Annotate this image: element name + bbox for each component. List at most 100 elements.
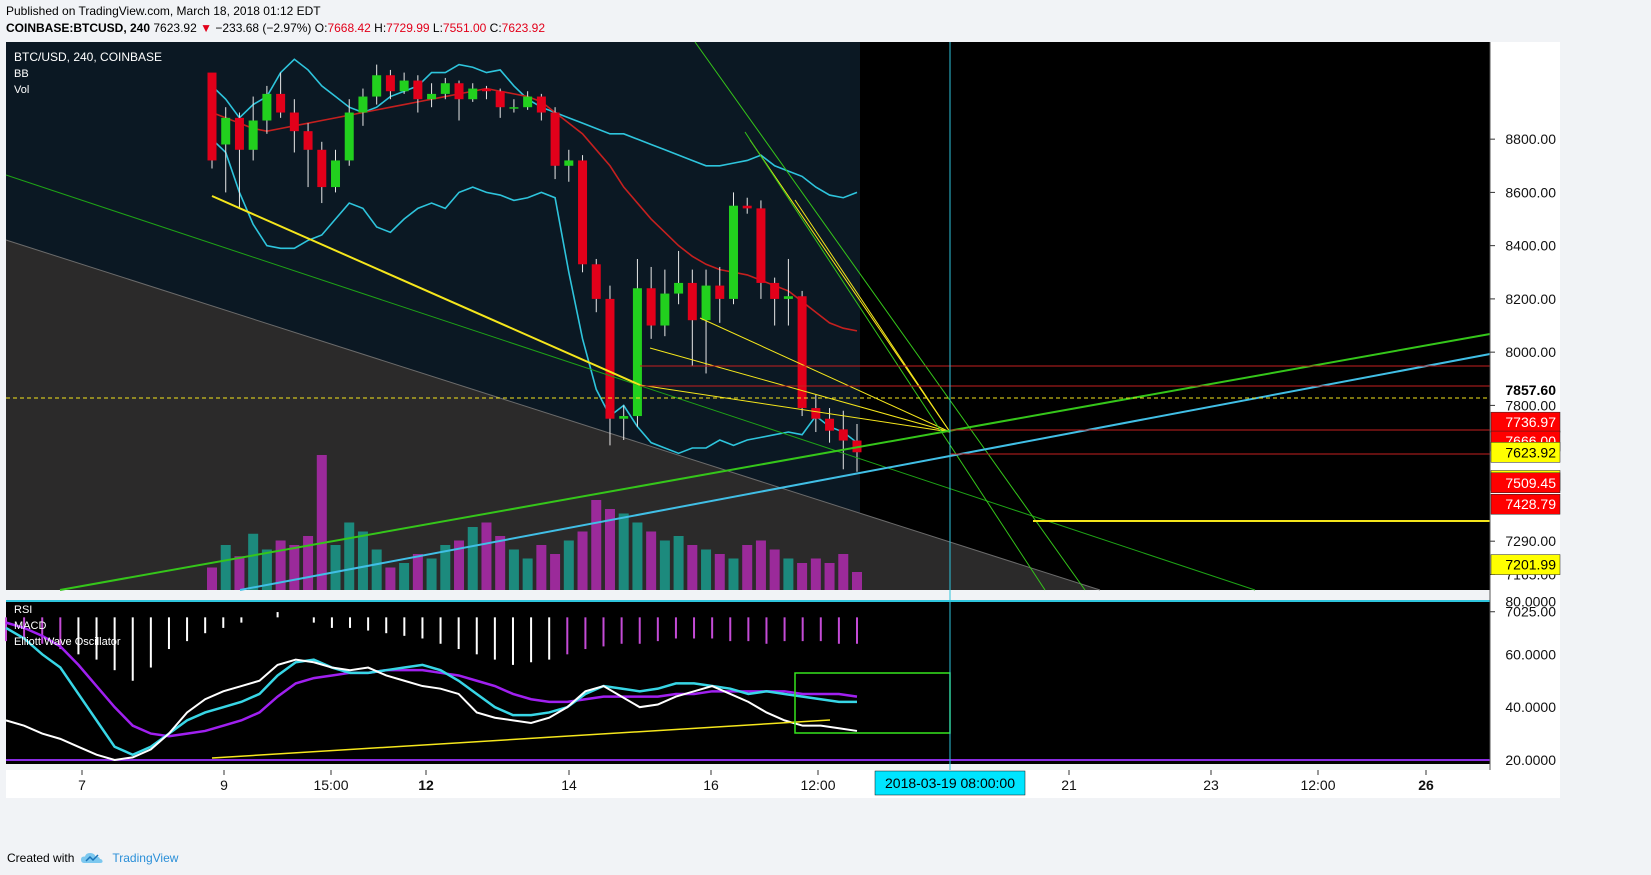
price-marker-box — [1490, 554, 1561, 575]
candle — [770, 277, 780, 326]
time-tick-label: 21 — [1061, 777, 1077, 793]
candle — [605, 285, 615, 446]
candle — [454, 80, 464, 121]
legend-main: BTC/USD, 240, COINBASE — [14, 50, 162, 64]
price-marker-box — [1491, 380, 1560, 401]
symbol-ohlc-line: COINBASE:BTCUSD, 240 7623.92 ▼ −233.68 (… — [6, 21, 545, 35]
price-marker: 7428.79 — [1490, 493, 1561, 515]
bb-upper-line — [211, 58, 858, 199]
bb-lower-line — [211, 138, 858, 455]
volume-bar — [591, 500, 602, 590]
volume-bar — [728, 558, 739, 590]
time-tick-label: 15:00 — [313, 777, 348, 793]
volume-bar — [673, 536, 684, 590]
candle — [358, 88, 368, 126]
oscillator-layer — [5, 612, 858, 762]
volume-bar — [632, 522, 643, 590]
volume-bar — [701, 549, 712, 590]
candle-body — [454, 83, 464, 100]
volume-bar — [550, 554, 561, 590]
time-tick-label: 12:00 — [800, 777, 835, 793]
price-marker-label: 7857.60 — [1505, 382, 1556, 398]
volume-bar — [371, 549, 382, 590]
crosshair-time-label: 2018-03-19 08:00:00 — [885, 775, 1015, 791]
yellow-trendline-long — [211, 195, 641, 386]
close-value: 7623.92 — [501, 21, 546, 35]
open-label: O: — [314, 21, 328, 35]
published-caption: Published on TradingView.com, March 18, … — [6, 4, 321, 18]
symbol-label: COINBASE:BTCUSD, 240 — [6, 21, 151, 35]
close-label: C: — [489, 21, 502, 35]
candle — [715, 266, 725, 323]
created-with-label: Created with — [7, 851, 75, 865]
volume-bar — [385, 567, 396, 590]
candle — [783, 258, 793, 326]
time-tick-label: 12 — [418, 777, 434, 793]
candle-body — [399, 80, 409, 92]
volume-bar — [303, 536, 314, 590]
candle-body — [742, 205, 752, 209]
tradingview-brand[interactable]: TradingView — [112, 851, 179, 865]
osc-tick-label: 60.0000 — [1505, 646, 1556, 662]
price-axis-ticks: 8800.00 8600.00 8400.00 8200.00 8000.00 7800.… — [1490, 131, 1556, 620]
candle-body — [632, 288, 642, 417]
candle — [331, 149, 341, 193]
volume-bar — [234, 556, 245, 590]
osc-legend-macd: MACD — [14, 620, 46, 632]
candle — [660, 269, 670, 337]
candle — [481, 85, 491, 100]
candle — [413, 75, 423, 113]
price-marker-label: 7509.45 — [1505, 475, 1556, 491]
candle — [495, 88, 505, 118]
osc-tick-label: 20.0000 — [1505, 752, 1556, 768]
osc-legend-rsi: RSI — [14, 604, 32, 616]
candle — [523, 91, 533, 110]
volume-bar — [755, 540, 766, 590]
volume-bar — [742, 545, 753, 590]
volume-bar — [577, 531, 588, 590]
footer-bar: Created with TradingView — [0, 839, 1651, 875]
candle-body — [728, 205, 738, 299]
volume-bar — [316, 455, 327, 590]
candle — [289, 99, 299, 153]
price-markers: 7857.607736.977666.007623.9202:47:207509… — [1490, 380, 1561, 575]
candle-body — [536, 96, 546, 113]
volume-bar — [618, 513, 629, 590]
volume-bar — [659, 540, 670, 590]
candle-body — [276, 93, 286, 113]
chart-svg[interactable]: BTC/USD, 240, COINBASE BB Vol RSI MACD E… — [0, 0, 1651, 839]
volume-bar — [783, 558, 794, 590]
candle-body — [385, 75, 395, 92]
volume-bar — [426, 558, 437, 590]
time-axis-ticks: 7 9 15:00 12 14 16 12:00 21 23 12:00 26 — [78, 770, 1434, 793]
candle — [207, 72, 217, 169]
candle-body — [605, 298, 615, 419]
price-tick-label: 8600.00 — [1505, 184, 1556, 200]
low-label: L: — [432, 21, 443, 35]
candle — [578, 155, 588, 273]
price-tick-label: 8400.00 — [1505, 238, 1556, 254]
candle-body — [358, 96, 368, 113]
legend-bb: BB — [14, 68, 29, 80]
yellow-fan-4 — [749, 139, 951, 433]
candle — [797, 290, 807, 417]
volume-bar — [646, 531, 657, 590]
candle-body — [509, 107, 519, 109]
candle-body — [591, 264, 601, 299]
candle-body — [825, 418, 835, 431]
price-marker-label: 7736.97 — [1505, 414, 1556, 430]
candles-layer — [207, 64, 862, 472]
volume-bar — [412, 554, 423, 590]
candle-body — [811, 408, 821, 419]
volume-bar — [687, 545, 698, 590]
candle — [221, 107, 231, 193]
high-label: H: — [374, 21, 387, 35]
time-tick-label: 7 — [78, 777, 86, 793]
price-tick-label: 7025.00 — [1505, 604, 1556, 620]
candle-body — [413, 80, 423, 100]
candle — [564, 149, 574, 182]
price-marker-box — [1490, 493, 1561, 515]
candle-body — [646, 288, 656, 326]
candle — [742, 197, 752, 214]
osc-tick-label: 40.0000 — [1505, 699, 1556, 715]
